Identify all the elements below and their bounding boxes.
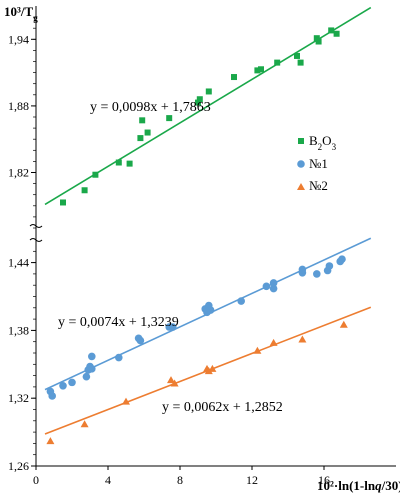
data-point-triangle (298, 335, 307, 343)
equation-no1: y = 0,0074x + 1,3239 (58, 315, 179, 330)
legend: B2O3 №1 №2 (297, 133, 337, 193)
x-axis-label: 10²·ln(1-lnq/30) (317, 478, 400, 493)
data-point-square (274, 59, 281, 66)
y-tick-label: 1,26 (8, 459, 29, 473)
point-layer (46, 27, 348, 445)
y-tick-label: 1,88 (8, 99, 29, 113)
data-point-square (137, 135, 144, 142)
data-point-square (254, 67, 261, 74)
data-point-square (139, 117, 146, 124)
data-point-square (166, 115, 173, 122)
data-point-triangle (46, 437, 55, 445)
data-point-triangle (269, 338, 278, 346)
data-point-square (92, 171, 99, 178)
legend-label-b2o3: B2O3 (309, 133, 337, 152)
legend-marker-b2o3 (298, 138, 304, 144)
y-tick-label: 1,32 (8, 391, 29, 405)
data-point-triangle (122, 397, 130, 405)
tick-layer: 0 4 8 12 16 1,82 1,88 1,94 1,26 1,32 1,38 1,44 (8, 16, 330, 487)
data-point-circle (115, 353, 123, 362)
data-point-triangle (208, 364, 217, 372)
data-point-triangle (204, 367, 213, 375)
x-tick-label: 4 (105, 473, 111, 487)
legend-label-no2: №2 (309, 178, 328, 193)
data-point-circle (269, 284, 278, 293)
data-point-circle (59, 381, 67, 390)
data-point-square (205, 88, 212, 95)
data-point-circle (298, 265, 307, 274)
data-point-circle (88, 365, 96, 373)
data-point-square (144, 129, 151, 136)
axis-break-marks (29, 224, 43, 242)
data-point-square (115, 159, 122, 166)
data-point-square (231, 74, 237, 81)
data-point-square (333, 30, 340, 37)
data-point-circle (269, 279, 278, 287)
y-tick-label: 1,82 (8, 166, 29, 180)
y-axis-label: 10³/Tg (4, 4, 38, 23)
data-point-square (195, 99, 201, 106)
data-point-triangle (339, 320, 348, 328)
data-point-circle (325, 262, 334, 270)
data-point-square (315, 38, 322, 45)
data-point-circle (237, 297, 245, 305)
data-point-triangle (80, 420, 89, 428)
y-tick-label: 1,38 (8, 323, 29, 337)
x-tick-label: 0 (33, 473, 39, 487)
data-point-circle (136, 336, 145, 345)
data-point-square (294, 52, 300, 59)
y-tick-label: 1,94 (8, 32, 29, 46)
data-point-square (81, 187, 88, 194)
y-tick-label: 1,44 (8, 256, 29, 270)
data-point-circle (169, 323, 177, 331)
data-point-square (196, 96, 203, 103)
equation-b2o3: y = 0,0098x + 1,7863 (90, 100, 211, 115)
data-point-triangle (167, 376, 175, 384)
data-point-square (297, 59, 304, 66)
data-point-square (60, 199, 66, 206)
legend-marker-no2 (297, 183, 305, 190)
data-point-circle (82, 372, 91, 381)
x-tick-label: 8 (177, 473, 183, 487)
legend-marker-no1 (297, 160, 305, 168)
data-point-triangle (170, 379, 179, 387)
x-tick-label: 12 (246, 473, 258, 487)
data-point-circle (338, 255, 346, 264)
data-point-circle (262, 282, 271, 291)
data-point-triangle (253, 346, 262, 354)
data-point-square (258, 66, 264, 73)
data-point-circle (68, 378, 76, 387)
equation-no2: y = 0,0062x + 1,2852 (162, 400, 283, 415)
data-point-square (328, 27, 335, 34)
data-point-square (313, 35, 320, 42)
data-point-circle (88, 352, 96, 361)
data-point-circle (206, 306, 215, 314)
data-point-circle (48, 392, 56, 400)
data-point-square (126, 160, 133, 167)
legend-label-no1: №1 (309, 156, 328, 171)
x-tick-label: 16 (318, 473, 330, 487)
data-point-circle (313, 270, 321, 278)
